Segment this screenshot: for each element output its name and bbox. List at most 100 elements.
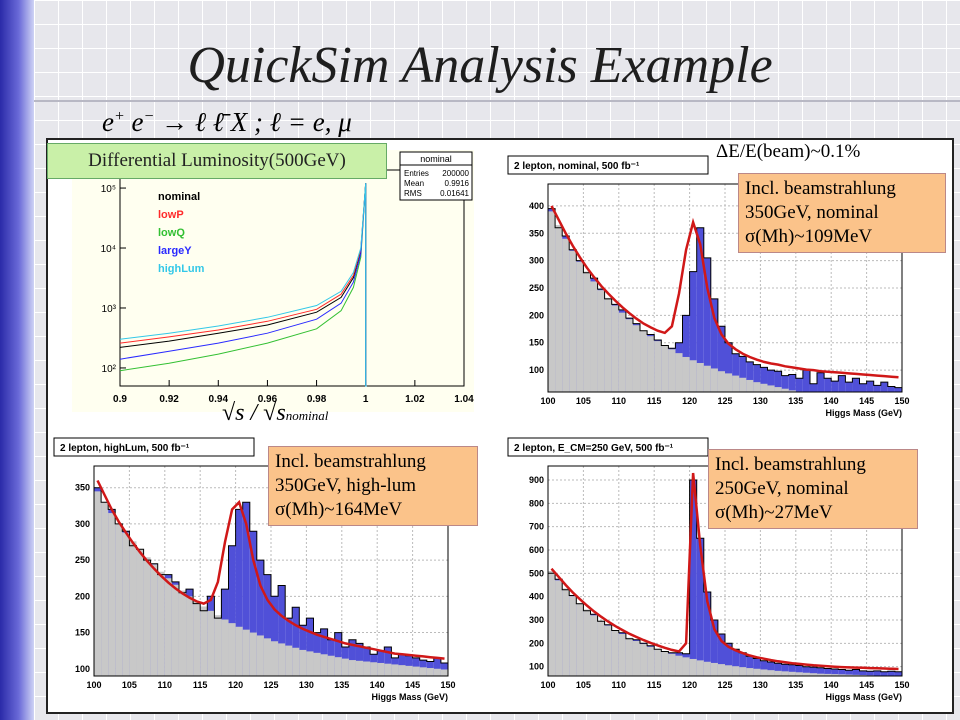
signal-bar [831, 669, 839, 676]
background-bar [320, 654, 328, 676]
x-tick-label: 145 [405, 680, 420, 690]
x-tick-label: 1.02 [405, 394, 425, 405]
signal-bar [306, 618, 314, 676]
process-formula: e+ e− → ℓ ℓ̄ X ; ℓ = e, μ [102, 107, 352, 138]
background-bar [263, 638, 271, 676]
signal-bar [739, 652, 747, 676]
legend-entry: lowQ [158, 227, 185, 239]
background-bar [285, 645, 293, 676]
background-bar [412, 666, 420, 676]
background-bar [221, 619, 229, 676]
y-tick-label: 600 [529, 545, 544, 555]
x-tick-label: 100 [540, 680, 555, 690]
background-bar [838, 674, 846, 676]
y-tick-label: 350 [75, 483, 90, 493]
histogram-outline [94, 487, 448, 664]
background-bar [682, 657, 690, 676]
luminosity-plot: 0.9 0.92 0.94 0.96 0.98 1 1.02 1.04 10² 10³ 10⁴ 10⁵… [72, 150, 474, 412]
background-bar [200, 606, 208, 676]
signal-bar [809, 383, 818, 392]
plot-title-box [507, 437, 709, 457]
background-bar [562, 588, 570, 676]
annotation-line: σ(Mh)~109MeV [745, 226, 873, 247]
x-tick-label: 1.04 [454, 394, 474, 405]
signal-bar [703, 257, 711, 392]
signal-bar [838, 669, 846, 676]
y-tick-label: 200 [529, 638, 544, 648]
background-bar [817, 673, 825, 676]
signal-bar [880, 382, 888, 392]
signal-bar [859, 670, 867, 676]
y-tick-label: 150 [75, 628, 90, 638]
background-bar [611, 630, 619, 676]
x-tick-label: 120 [682, 396, 697, 406]
x-tick-label: 150 [894, 396, 909, 406]
y-tick-label: 200 [529, 310, 544, 320]
signal-bar [873, 385, 881, 392]
background-bar [235, 626, 243, 676]
signal-bar [433, 657, 441, 676]
background-bar [164, 578, 172, 676]
signal-bar [405, 655, 413, 676]
annotation-line: 350GeV, nominal [745, 202, 879, 223]
background-bar [590, 615, 598, 676]
annotation-line: Incl. beamstrahlung [715, 454, 866, 475]
y-tick-label: 150 [529, 338, 544, 348]
background-bar [739, 377, 747, 392]
background-bar [548, 211, 556, 392]
signal-bar [363, 647, 371, 676]
signal-bar [725, 643, 733, 676]
background-bar [299, 649, 307, 676]
background-bar [703, 661, 711, 676]
background-bar [725, 373, 733, 392]
background-bar [143, 557, 151, 676]
stats-key: RMS [404, 189, 422, 198]
x-tick-label: 125 [717, 396, 732, 406]
background-bar [426, 668, 434, 676]
background-bar [689, 658, 697, 676]
annotation-line: 350GeV, high-lum [275, 475, 417, 496]
stats-box [399, 151, 473, 201]
stats-title: nominal [420, 154, 452, 164]
beam-energy-spread-label: ΔE/E(beam)~0.1% [716, 141, 861, 162]
background-bar [774, 670, 782, 676]
x-tick-label: 105 [576, 396, 591, 406]
signal-bar [703, 592, 711, 676]
background-bar [186, 596, 194, 676]
histogram-outline [548, 208, 902, 389]
background-bar [178, 590, 187, 676]
x-tick-label: 120 [228, 680, 243, 690]
background-bar [710, 368, 718, 392]
signal-bar [334, 632, 342, 676]
signal-bar [774, 371, 782, 392]
y-tick-label: 300 [75, 519, 90, 529]
background-bar [384, 663, 392, 676]
annotation-line: σ(Mh)~27MeV [715, 502, 833, 523]
plot-title: 2 lepton, nominal, 500 fb⁻¹ [514, 161, 640, 172]
background-bar [788, 390, 796, 392]
y-tick-label: 100 [529, 662, 544, 672]
signal-bar [746, 361, 754, 392]
legend-entry: largeY [158, 245, 192, 257]
fit-curve [550, 205, 899, 379]
background-bar [228, 623, 236, 676]
background-bar [101, 502, 109, 676]
fit-curve [550, 472, 899, 671]
signal-bar [880, 671, 888, 676]
x-axis-label: Higgs Mass (GeV) [371, 692, 448, 702]
title-rule [34, 100, 960, 102]
background-bar [625, 319, 633, 392]
y-tick-label: 250 [529, 283, 544, 293]
signal-bar [710, 620, 718, 676]
background-bar [249, 632, 257, 676]
x-tick-label: 135 [788, 680, 803, 690]
background-bar [640, 644, 648, 676]
background-bar [569, 596, 577, 676]
plot-title: 2 lepton, highLum, 500 fb⁻¹ [60, 443, 190, 454]
background-bar [150, 564, 158, 676]
signal-bar [760, 367, 768, 392]
background-bar [548, 571, 556, 676]
background-bar [207, 610, 215, 676]
x-tick-label: 135 [788, 396, 803, 406]
background-bar [632, 325, 641, 392]
